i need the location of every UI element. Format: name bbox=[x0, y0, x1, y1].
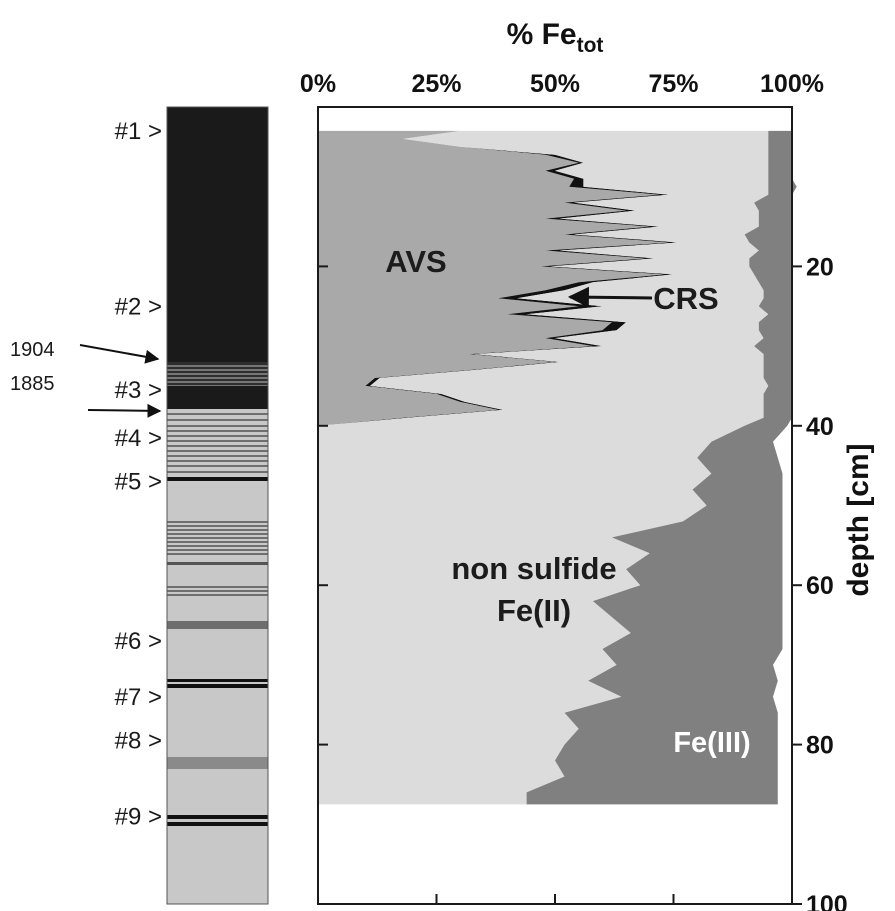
non-sulfide-fe2-area bbox=[318, 130, 769, 805]
y-tick-label: 60 bbox=[806, 572, 834, 600]
core-sample-label: #3 > bbox=[115, 377, 162, 404]
core-laminae-lower bbox=[167, 413, 268, 596]
core-sample-label: #1 > bbox=[115, 118, 162, 145]
x-tick-label: 50% bbox=[530, 70, 580, 98]
fe3-area bbox=[526, 130, 797, 805]
label-fe2-line2: Fe(II) bbox=[497, 593, 571, 628]
year-label-1885: 1885 bbox=[10, 373, 55, 395]
x-tick-label: 0% bbox=[300, 70, 336, 98]
y-axis-ticks: 20 40 60 80 100 bbox=[318, 253, 848, 911]
core-sample-label: #9 > bbox=[115, 803, 162, 830]
year-label-1904: 1904 bbox=[10, 339, 55, 361]
sediment-core bbox=[166, 106, 269, 905]
x-tick-label: 75% bbox=[648, 70, 698, 98]
core-dark-lamina bbox=[167, 679, 268, 682]
core-light-lower-section bbox=[167, 409, 268, 904]
y-tick-label: 100 bbox=[806, 891, 848, 911]
y-tick-label: 20 bbox=[806, 253, 834, 281]
x-tick-label: 100% bbox=[760, 70, 824, 98]
x-axis-title-subscript: tot bbox=[577, 34, 604, 57]
label-crs: CRS bbox=[653, 281, 718, 316]
core-sample-label: #8 > bbox=[115, 728, 162, 755]
x-axis-title: % Fetot bbox=[507, 18, 604, 57]
avs-area bbox=[318, 130, 669, 805]
crs-arrow bbox=[567, 286, 653, 308]
core-sample-labels: #1 > #2 > #3 > #4 > #5 > #6 > #7 > #8 > #9 > bbox=[115, 118, 162, 830]
fe-speciation-plot: 0% 25% 50% 75% 100% 20 40 60 80 100 bbox=[300, 70, 848, 911]
core-dark-lamina bbox=[167, 562, 268, 565]
stacked-areas bbox=[318, 130, 797, 805]
core-grey-band bbox=[167, 757, 268, 769]
core-dark-upper-section bbox=[167, 107, 268, 362]
core-sample-label: #4 > bbox=[115, 425, 162, 452]
label-fe2-line1: non sulfide bbox=[451, 551, 616, 586]
core-dark-lamina bbox=[167, 815, 268, 819]
label-fe3: Fe(III) bbox=[673, 727, 750, 759]
label-avs: AVS bbox=[385, 244, 446, 279]
y-tick-label: 80 bbox=[806, 732, 834, 760]
year-arrow-1904 bbox=[79, 344, 160, 364]
y-axis-title: depth [cm] bbox=[842, 443, 875, 596]
core-outline bbox=[166, 106, 269, 905]
x-tick-label: 25% bbox=[411, 70, 461, 98]
x-axis-title-main: % Fe bbox=[507, 18, 577, 51]
year-marker-1885: 1885 bbox=[10, 373, 162, 418]
core-dark-lamina bbox=[167, 822, 268, 826]
core-sample-label: #5 > bbox=[115, 469, 162, 496]
core-sample-label: #2 > bbox=[115, 293, 162, 320]
y-tick-label: 40 bbox=[806, 413, 834, 441]
core-dark-band-1885 bbox=[167, 386, 268, 409]
core-grey-band bbox=[167, 621, 268, 629]
year-marker-1904: 1904 bbox=[10, 339, 160, 364]
core-dark-lamina bbox=[167, 684, 268, 688]
core-dark-lamina bbox=[167, 477, 268, 481]
year-arrow-1885 bbox=[87, 403, 162, 418]
core-sample-label: #7 > bbox=[115, 684, 162, 711]
x-axis-ticks: 0% 25% 50% 75% 100% bbox=[300, 70, 824, 904]
core-sample-label: #6 > bbox=[115, 628, 162, 655]
